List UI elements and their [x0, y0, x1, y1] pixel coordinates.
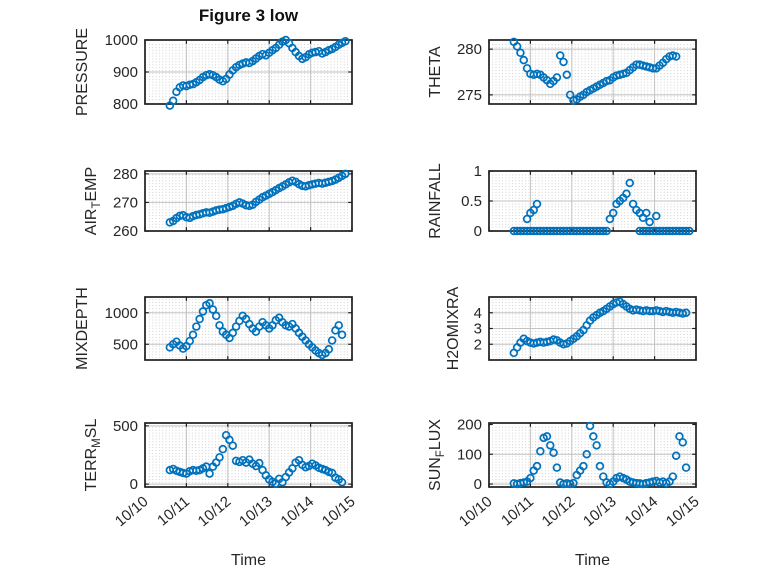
subplot-theta: 275 280 THETA: [427, 37, 697, 105]
subplot-air_temp: 260 270 280 AIRTEMP: [83, 166, 353, 240]
data-series-theta: [509, 37, 681, 105]
data-series-rainfall: [509, 178, 694, 236]
y-tick-label: 0: [474, 223, 482, 240]
x-tick-label: 10/14: [277, 493, 317, 530]
data-series-mixdepth: [165, 299, 347, 360]
y-tick-label: 2: [474, 336, 482, 353]
y-tick-label: 1000: [105, 32, 138, 49]
y-tick-label: 275: [457, 87, 482, 104]
y-tick-label: 280: [457, 41, 482, 58]
axes-frame: [144, 422, 353, 488]
subplot-h2omixra: 234 H2OMIXRA: [445, 286, 697, 370]
x-tick-label: 10/10: [456, 493, 496, 530]
x-tick-label: 10/13: [580, 493, 620, 530]
x-tick-label: 10/11: [498, 493, 537, 529]
subplot-terr_msl: 0 500 TERRMSL 10/10 10/11 10/12 10/13 10/14 10/1…: [83, 418, 359, 530]
x-axis-label-left: Time: [231, 552, 266, 569]
data-series-air_temp: [165, 169, 350, 227]
figure-title: Figure 3 low: [198, 6, 299, 25]
y-axis-label-theta: THETA: [427, 46, 444, 98]
data-series-h2omixra: [509, 297, 691, 358]
x-tick-label: 10/10: [112, 493, 152, 530]
x-tick-label: 10/11: [154, 493, 193, 529]
y-axis-label-terr_msl: TERRMSL: [83, 419, 103, 492]
y-tick-label: 500: [113, 336, 138, 353]
y-tick-label: 260: [113, 223, 138, 240]
axes-frame: [488, 39, 697, 105]
y-tick-label: 1: [474, 163, 482, 180]
y-tick-label: 280: [113, 166, 138, 183]
y-axis-label-air_temp: AIRTEMP: [83, 167, 103, 235]
y-axis-label-mixdepth: MIXDEPTH: [74, 287, 91, 370]
subplot-rainfall: 0 0.5 1 RAINFALL: [427, 163, 697, 240]
y-tick-label: 800: [113, 96, 138, 113]
y-tick-label: 0: [474, 476, 482, 493]
x-tick-label: 10/12: [195, 493, 235, 530]
y-tick-label: 1000: [105, 305, 138, 322]
axes-frame: [144, 296, 353, 361]
x-tick-label: 10/15: [319, 493, 359, 530]
x-tick-label: 10/13: [236, 493, 276, 530]
axes-frame: [144, 170, 353, 232]
subplot-pressure: 800 900 1000 PRESSURE: [74, 28, 353, 116]
y-tick-label: 500: [113, 418, 138, 435]
y-tick-label: 100: [457, 446, 482, 463]
y-tick-label: 270: [113, 194, 138, 211]
subplot-mixdepth: 500 1000 MIXDEPTH: [74, 287, 353, 370]
y-axis-label-sun_flux: SUNFLUX: [427, 419, 447, 491]
y-axis-label-h2omixra: H2OMIXRA: [445, 286, 462, 370]
subplot-sun_flux: 0 100 200 SUNFLUX 10/10 10/11 10/12 10/13 10/14 1…: [427, 416, 703, 530]
data-series-pressure: [165, 35, 350, 110]
y-axis-label-rainfall: RAINFALL: [427, 163, 444, 239]
y-axis-label-pressure: PRESSURE: [74, 28, 91, 116]
data-series-terr_msl: [165, 430, 347, 488]
x-tick-label: 10/15: [663, 493, 703, 530]
x-tick-label: 10/14: [621, 493, 661, 530]
y-tick-label: 0: [130, 476, 138, 493]
y-tick-label: 900: [113, 64, 138, 81]
data-series-sun_flux: [509, 421, 691, 489]
y-tick-label: 200: [457, 416, 482, 433]
x-tick-label: 10/12: [539, 493, 579, 530]
y-tick-label: 4: [474, 305, 482, 322]
x-axis-label-right: Time: [575, 552, 610, 569]
y-tick-label: 0.5: [461, 193, 482, 210]
y-tick-label: 3: [474, 321, 482, 338]
